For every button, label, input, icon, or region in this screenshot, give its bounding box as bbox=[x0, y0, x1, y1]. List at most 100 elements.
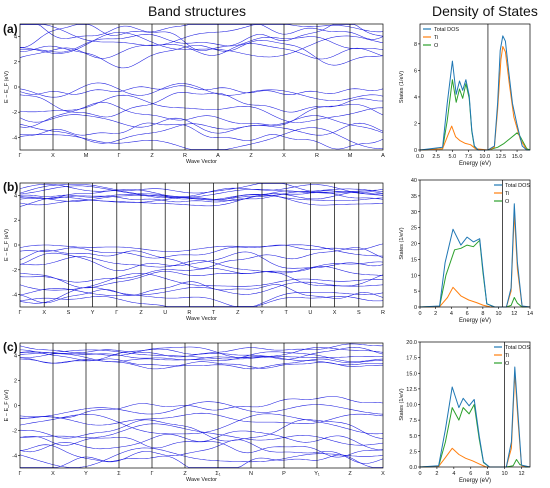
kpoint-label: U bbox=[163, 310, 167, 316]
band-line bbox=[20, 261, 383, 283]
kpoint-label: Γ bbox=[117, 153, 120, 159]
dos-ytick-label: 5.0 bbox=[409, 434, 417, 440]
kpoint-label: Z bbox=[249, 153, 253, 159]
kpoint-label: X bbox=[51, 471, 55, 477]
ytick-label: 2 bbox=[14, 60, 17, 66]
kpoint-label: S bbox=[357, 310, 361, 316]
band-xlabel: Wave Vector bbox=[186, 159, 217, 165]
dos-xtick-label: 2 bbox=[435, 471, 438, 477]
legend-label: Ti bbox=[505, 191, 509, 197]
ytick-label: -4 bbox=[12, 293, 17, 299]
dos-ytick-label: 30 bbox=[411, 210, 417, 216]
band-line bbox=[20, 115, 383, 144]
dos-xtick-label: 4 bbox=[452, 471, 455, 477]
band-line bbox=[20, 183, 383, 194]
band-line bbox=[20, 247, 383, 269]
band-line bbox=[20, 40, 383, 69]
kpoint-label: Y bbox=[84, 471, 88, 477]
band-line bbox=[20, 243, 383, 259]
dos-ylabel: States (1/eV) bbox=[399, 388, 405, 420]
dos-xtick-label: 7.5 bbox=[465, 154, 473, 160]
band-line bbox=[20, 357, 383, 369]
band-line bbox=[20, 271, 383, 289]
band-lines-group bbox=[20, 343, 383, 468]
band-line bbox=[20, 351, 383, 362]
kpoint-label: Y bbox=[91, 310, 95, 316]
dos-ytick-label: 2 bbox=[414, 121, 417, 127]
ytick-label: 4 bbox=[14, 35, 17, 41]
dos-xtick-label: 6 bbox=[466, 311, 469, 317]
kpoint-label: A bbox=[216, 153, 220, 159]
band-line bbox=[20, 194, 383, 207]
dos-ytick-label: 2.5 bbox=[409, 449, 417, 455]
dos-heading: Density of States bbox=[432, 3, 538, 19]
band-line bbox=[20, 191, 383, 201]
kpoint-label: N bbox=[249, 471, 253, 477]
kpoint-label: M bbox=[348, 153, 353, 159]
kpoint-label: X bbox=[282, 153, 286, 159]
dos-ytick-label: 10.0 bbox=[406, 403, 417, 409]
band-line bbox=[20, 454, 383, 468]
dos-ylabel: States (1/eV) bbox=[399, 227, 405, 259]
band-line bbox=[20, 24, 383, 40]
dos-xtick-label: 10 bbox=[502, 471, 508, 477]
band-line bbox=[20, 82, 383, 101]
band-line bbox=[20, 401, 383, 419]
kpoint-label: Z bbox=[348, 471, 352, 477]
kpoint-label: X bbox=[51, 153, 55, 159]
kpoint-label: P bbox=[282, 471, 286, 477]
band-xlabel: Wave Vector bbox=[186, 316, 217, 322]
band-line bbox=[20, 343, 383, 358]
dos-ytick-label: 5 bbox=[414, 289, 417, 295]
dos-xlabel: Energy (eV) bbox=[459, 318, 491, 324]
band-line bbox=[20, 191, 383, 206]
dos-ytick-label: 0 bbox=[414, 148, 417, 154]
kpoint-label: Γ bbox=[150, 471, 153, 477]
band-line bbox=[20, 85, 383, 95]
panel-label-b: (b) bbox=[3, 180, 19, 194]
kpoint-label: U bbox=[308, 310, 312, 316]
kpoint-label: M bbox=[84, 153, 89, 159]
ytick-label: -4 bbox=[12, 454, 17, 460]
legend-label: Total DOS bbox=[505, 183, 530, 189]
dos-ytick-label: 0.0 bbox=[409, 465, 417, 471]
kpoint-label: T bbox=[212, 310, 216, 316]
band-line bbox=[20, 412, 383, 426]
band-line bbox=[20, 281, 383, 296]
kpoint-label: Z bbox=[150, 153, 154, 159]
band-line bbox=[20, 281, 383, 304]
band-structures-heading: Band structures bbox=[148, 3, 247, 19]
dos-ytick-label: 15 bbox=[411, 257, 417, 263]
band-line bbox=[20, 24, 383, 51]
dos-xlabel: Energy (eV) bbox=[459, 161, 491, 167]
kpoint-label: Γ bbox=[115, 310, 118, 316]
kpoint-label: Γ bbox=[18, 153, 21, 159]
dos-ytick-label: 17.5 bbox=[406, 356, 417, 362]
dos-xtick-label: 0 bbox=[418, 471, 421, 477]
kpoint-label: Γ bbox=[18, 471, 21, 477]
dos-ytick-label: 4 bbox=[414, 95, 417, 101]
dos-xtick-label: 15.0 bbox=[512, 154, 523, 160]
dos-xtick-label: 4 bbox=[450, 311, 453, 317]
dos-xtick-label: 14 bbox=[527, 311, 533, 317]
band-line bbox=[20, 24, 383, 46]
ytick-label: 2 bbox=[14, 218, 17, 224]
band-line bbox=[20, 413, 383, 435]
dos-xtick-label: 10 bbox=[496, 311, 502, 317]
band-line bbox=[20, 34, 383, 53]
legend-label: Total DOS bbox=[434, 27, 459, 33]
dos-ytick-label: 40 bbox=[411, 178, 417, 184]
dos-ytick-label: 7.5 bbox=[409, 418, 417, 424]
band-line bbox=[20, 430, 383, 453]
ytick-label: -2 bbox=[12, 268, 17, 274]
dos-ytick-label: 6 bbox=[414, 68, 417, 74]
kpoint-label: X bbox=[333, 310, 337, 316]
ytick-label: 0 bbox=[14, 85, 17, 91]
band-line bbox=[20, 251, 383, 271]
dos-xtick-label: 0 bbox=[418, 311, 421, 317]
legend-label: Ti bbox=[505, 353, 509, 359]
kpoint-label: Y₁ bbox=[314, 471, 320, 477]
band-line bbox=[20, 439, 383, 464]
dos-series-line bbox=[419, 46, 530, 151]
kpoint-label: R bbox=[187, 310, 191, 316]
